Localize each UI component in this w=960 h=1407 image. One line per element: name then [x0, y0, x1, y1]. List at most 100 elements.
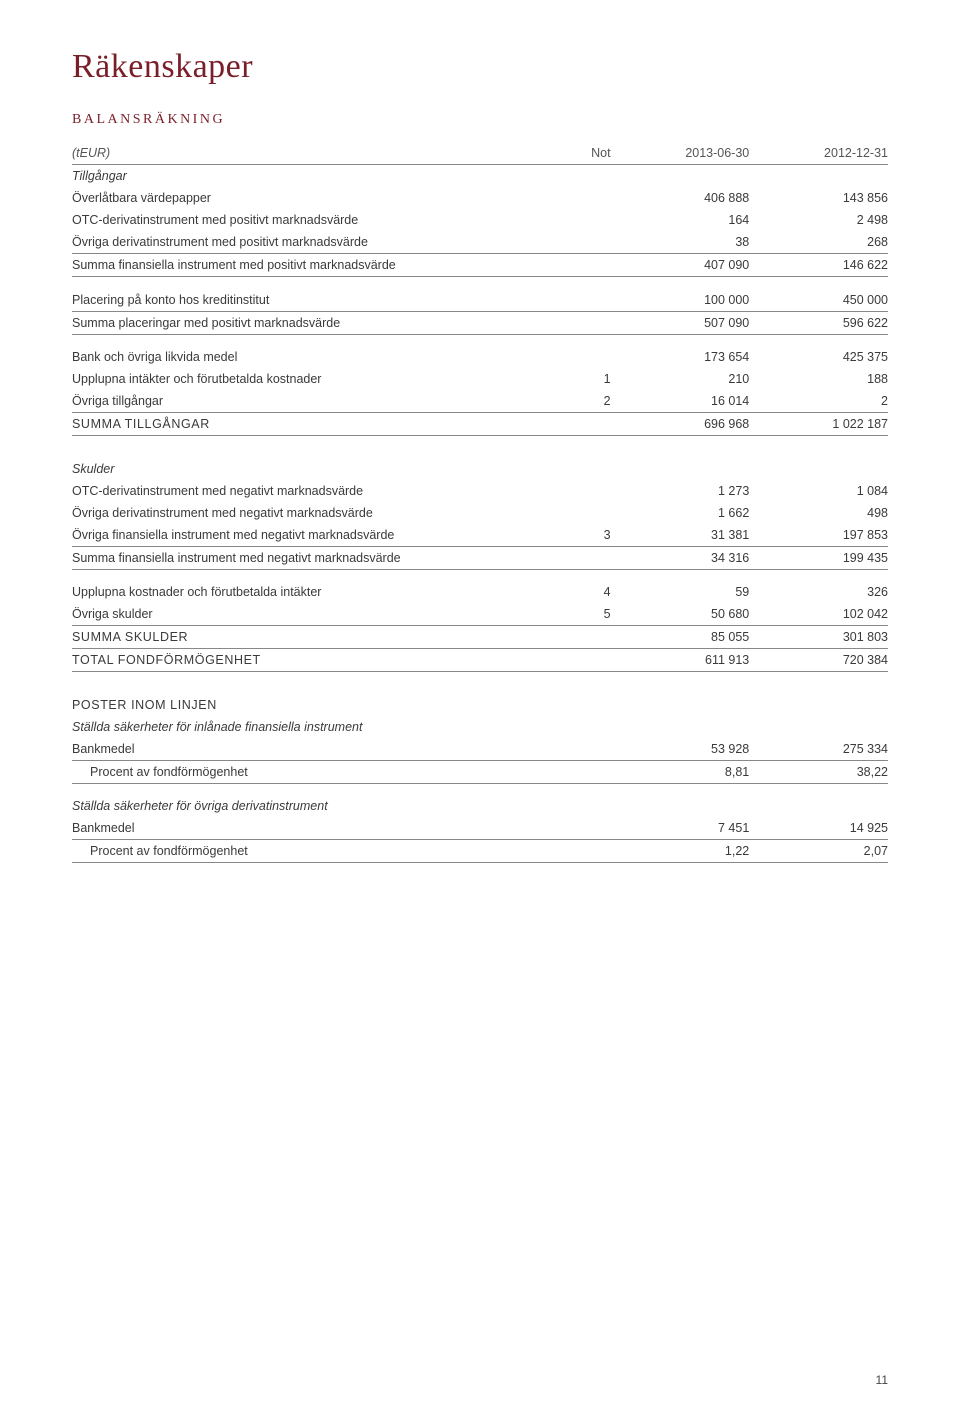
row-v1: 50 680: [611, 603, 750, 626]
row-label: Bankmedel: [72, 738, 545, 761]
row-v2: 188: [749, 368, 888, 390]
row-v1: 1,22: [611, 840, 750, 863]
subtotal-row: Summa finansiella instrument med negativ…: [72, 546, 888, 569]
row-v2: 199 435: [749, 546, 888, 569]
row-label: Övriga derivatinstrument med negativt ma…: [72, 502, 545, 524]
section-heading: BALANSRÄKNING: [72, 112, 888, 128]
row-v2: 720 384: [749, 649, 888, 672]
row-label: SUMMA SKULDER: [72, 626, 545, 649]
table-row: Upplupna kostnader och förutbetalda intä…: [72, 581, 888, 603]
table-row: Övriga derivatinstrument med positivt ma…: [72, 231, 888, 254]
hdr-col1: 2013-06-30: [611, 142, 750, 165]
row-not: [545, 840, 610, 863]
row-label: Övriga tillgångar: [72, 390, 545, 413]
row-v1: 85 055: [611, 626, 750, 649]
row-v2: 14 925: [749, 817, 888, 840]
row-v2: 498: [749, 502, 888, 524]
group-heading-row: Tillgångar: [72, 165, 888, 188]
row-v2: 1 084: [749, 480, 888, 502]
row-v1: 1 662: [611, 502, 750, 524]
table-row: Bank och övriga likvida medel 173 654 42…: [72, 346, 888, 368]
row-v1: 164: [611, 209, 750, 231]
row-label: OTC-derivatinstrument med negativt markn…: [72, 480, 545, 502]
row-label: Övriga derivatinstrument med positivt ma…: [72, 231, 545, 254]
group-heading-row: POSTER INOM LINJEN: [72, 694, 888, 716]
hdr-col2: 2012-12-31: [749, 142, 888, 165]
row-v1: 611 913: [611, 649, 750, 672]
row-not: 3: [545, 524, 610, 547]
subheading: Ställda säkerheter för övriga derivatins…: [72, 795, 545, 817]
subtotal-row: Summa finansiella instrument med positiv…: [72, 254, 888, 277]
row-label: Upplupna intäkter och förutbetalda kostn…: [72, 368, 545, 390]
page: Räkenskaper BALANSRÄKNING (tEUR) Not 201…: [0, 0, 960, 1407]
row-label: Övriga skulder: [72, 603, 545, 626]
row-v2: 1 022 187: [749, 413, 888, 436]
table-row: Placering på konto hos kreditinstitut 10…: [72, 289, 888, 312]
row-not: [545, 760, 610, 783]
row-not: [545, 289, 610, 312]
table-row: Övriga derivatinstrument med negativt ma…: [72, 502, 888, 524]
row-v2: 197 853: [749, 524, 888, 547]
row-v1: 696 968: [611, 413, 750, 436]
row-label: Placering på konto hos kreditinstitut: [72, 289, 545, 312]
row-not: [545, 413, 610, 436]
row-not: 1: [545, 368, 610, 390]
row-not: 2: [545, 390, 610, 413]
row-not: 5: [545, 603, 610, 626]
row-v2: 301 803: [749, 626, 888, 649]
row-label: Summa placeringar med positivt marknadsv…: [72, 311, 545, 334]
table-row: Överlåtbara värdepapper 406 888 143 856: [72, 187, 888, 209]
row-v1: 406 888: [611, 187, 750, 209]
row-v2: 268: [749, 231, 888, 254]
row-label: Övriga finansiella instrument med negati…: [72, 524, 545, 547]
table-row: OTC-derivatinstrument med negativt markn…: [72, 480, 888, 502]
subtotal-row: SUMMA SKULDER 85 055 301 803: [72, 626, 888, 649]
row-not: [545, 502, 610, 524]
row-not: [545, 231, 610, 254]
row-not: [545, 649, 610, 672]
row-v1: 173 654: [611, 346, 750, 368]
row-v1: 8,81: [611, 760, 750, 783]
row-not: [545, 480, 610, 502]
row-v2: 2 498: [749, 209, 888, 231]
page-title: Räkenskaper: [72, 48, 888, 86]
group-heading: POSTER INOM LINJEN: [72, 694, 545, 716]
row-v2: 2: [749, 390, 888, 413]
balance-table: (tEUR) Not 2013-06-30 2012-12-31 Tillgån…: [72, 142, 888, 863]
row-v1: 16 014: [611, 390, 750, 413]
hdr-teur: (tEUR): [72, 142, 545, 165]
row-label: Procent av fondförmögenhet: [72, 760, 545, 783]
row-not: [545, 817, 610, 840]
row-v2: 450 000: [749, 289, 888, 312]
row-v1: 7 451: [611, 817, 750, 840]
row-label: SUMMA TILLGÅNGAR: [72, 413, 545, 436]
row-v2: 102 042: [749, 603, 888, 626]
row-not: 4: [545, 581, 610, 603]
table-row: OTC-derivatinstrument med positivt markn…: [72, 209, 888, 231]
row-v2: 146 622: [749, 254, 888, 277]
table-header-row: (tEUR) Not 2013-06-30 2012-12-31: [72, 142, 888, 165]
group-heading-row: Skulder: [72, 458, 888, 480]
row-v1: 100 000: [611, 289, 750, 312]
subheading: Ställda säkerheter för inlånade finansie…: [72, 716, 545, 738]
row-not: [545, 738, 610, 761]
row-not: [545, 209, 610, 231]
row-v2: 2,07: [749, 840, 888, 863]
row-v1: 53 928: [611, 738, 750, 761]
table-row: Bankmedel 7 451 14 925: [72, 817, 888, 840]
table-row: Övriga tillgångar 2 16 014 2: [72, 390, 888, 413]
row-label: Summa finansiella instrument med positiv…: [72, 254, 545, 277]
row-label: Överlåtbara värdepapper: [72, 187, 545, 209]
row-label: Bankmedel: [72, 817, 545, 840]
page-number: 11: [876, 1373, 888, 1387]
row-v2: 38,22: [749, 760, 888, 783]
row-v1: 407 090: [611, 254, 750, 277]
row-not: [545, 311, 610, 334]
total-row: TOTAL FONDFÖRMÖGENHET 611 913 720 384: [72, 649, 888, 672]
row-v1: 38: [611, 231, 750, 254]
row-label: TOTAL FONDFÖRMÖGENHET: [72, 649, 545, 672]
table-row: Bankmedel 53 928 275 334: [72, 738, 888, 761]
row-v2: 596 622: [749, 311, 888, 334]
group-heading: Tillgångar: [72, 165, 545, 188]
row-v2: 143 856: [749, 187, 888, 209]
